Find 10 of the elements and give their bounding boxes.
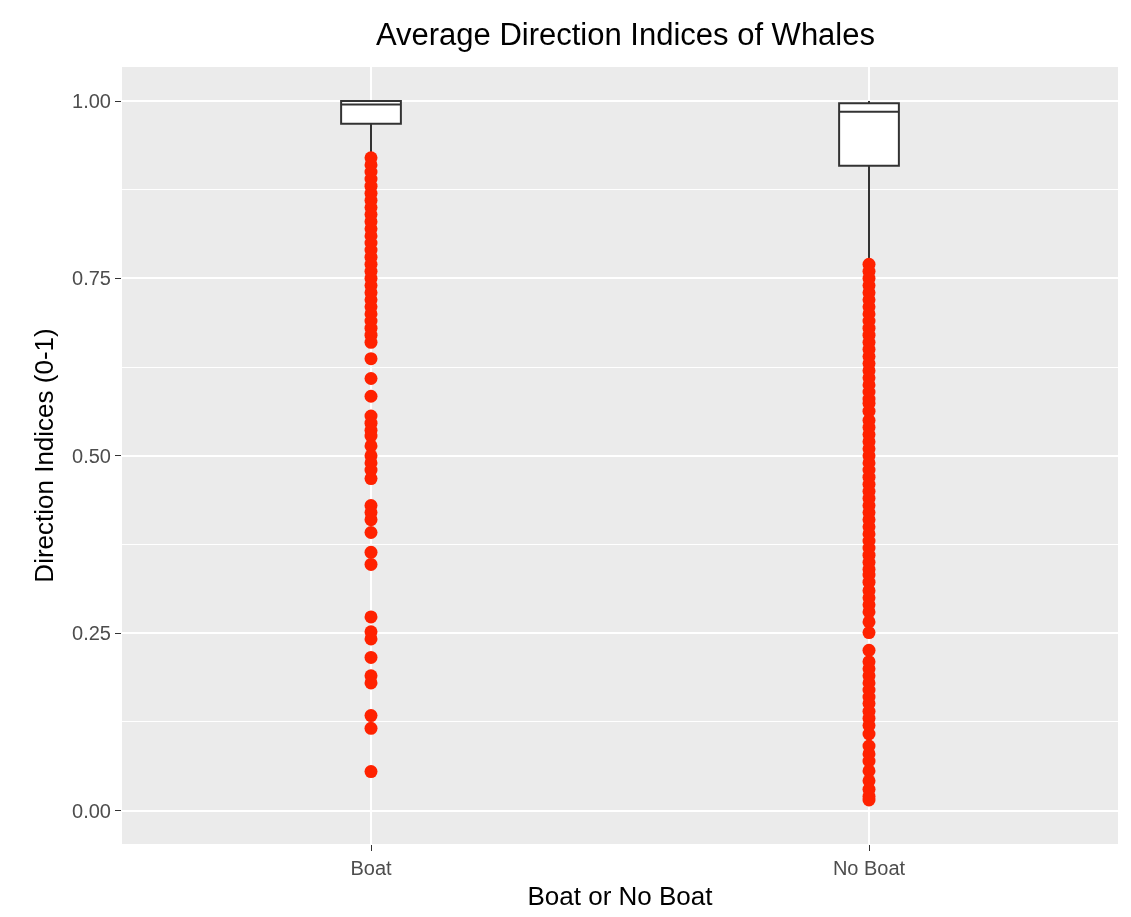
y-axis-title: Direction Indices (0-1) [29,328,60,583]
y-tick-label: 0.25 [72,622,111,645]
x-tick-label: Boat [350,857,393,879]
x-axis-title: Boat or No Boat [527,880,714,911]
x-tick-label: No Boat [832,857,906,879]
y-tick-label: 0.00 [72,799,111,822]
y-tick-label: 0.50 [72,444,111,467]
chart-title: Average Direction Indices of Whales [375,16,876,52]
y-tick-label: 0.75 [72,267,111,290]
y-tick-label: 1.00 [72,90,111,113]
